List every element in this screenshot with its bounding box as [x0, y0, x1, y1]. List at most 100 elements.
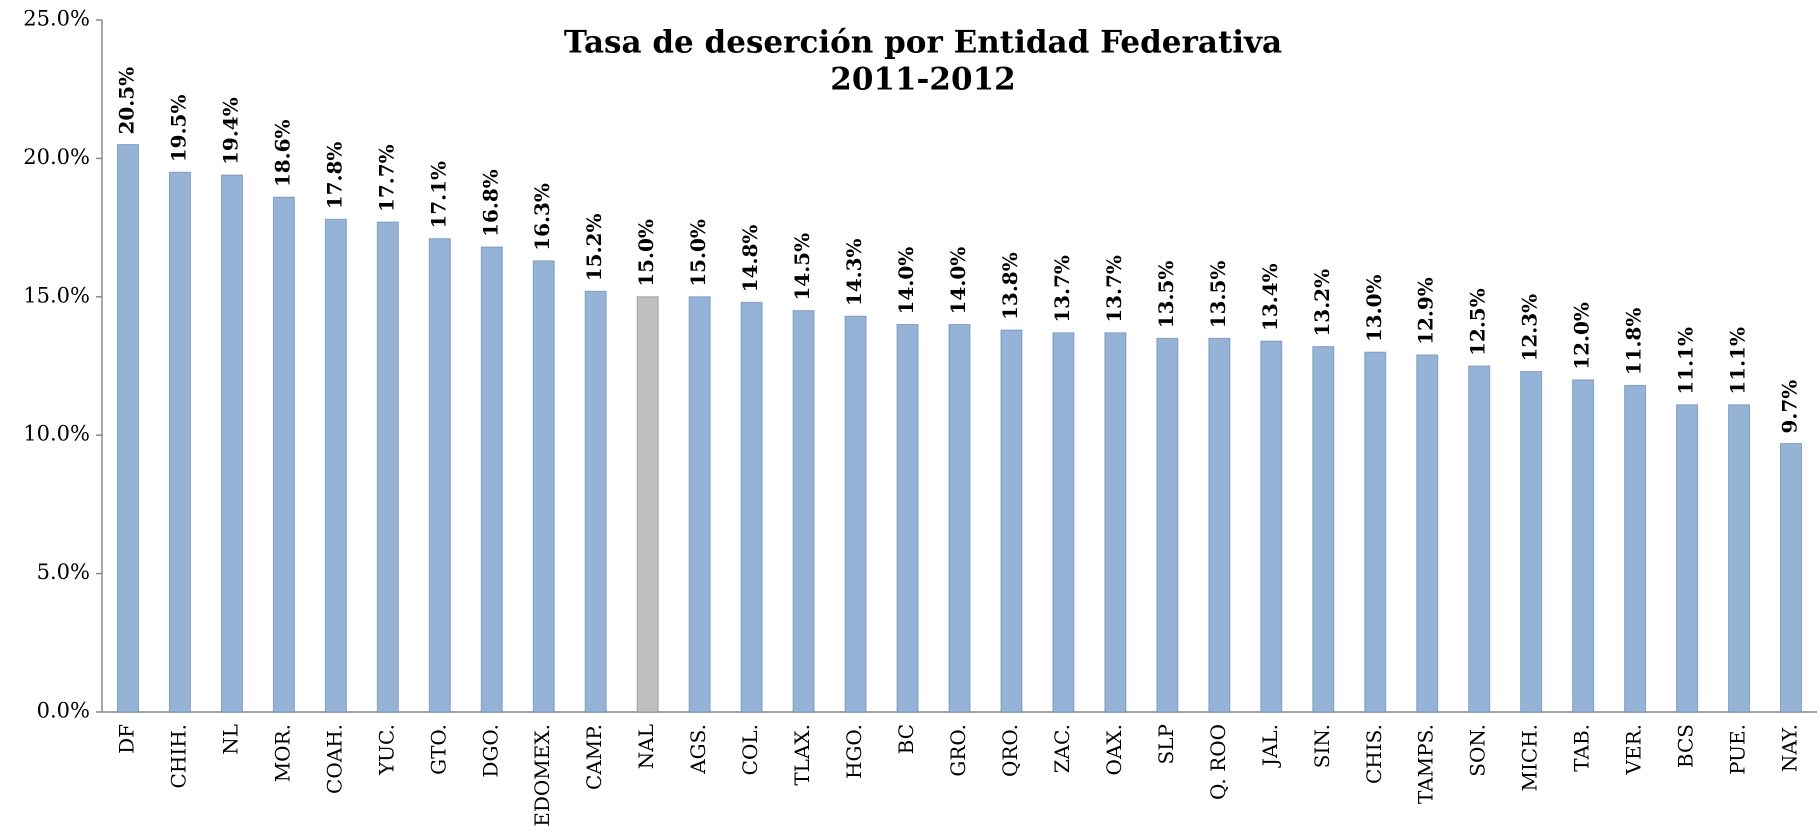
x-tick-label: DF: [114, 724, 138, 754]
bar: [1104, 332, 1127, 713]
x-tick-label: BC: [894, 724, 918, 754]
data-label: 12.0%: [1570, 302, 1594, 370]
bar: [168, 171, 191, 713]
bar: [1208, 337, 1231, 713]
bar: [1156, 337, 1179, 713]
x-tick-label: HGO.: [842, 724, 866, 779]
bar: [636, 296, 659, 713]
bar: [220, 174, 243, 713]
chart-subtitle: 2011-2012: [830, 62, 1015, 98]
data-label: 12.5%: [1466, 288, 1490, 356]
chart-title: Tasa de deserción por Entidad Federativa: [564, 25, 1282, 61]
y-tick-label: 25.0%: [23, 7, 90, 31]
data-label: 14.8%: [738, 225, 762, 293]
x-tick-label: GTO.: [426, 724, 450, 775]
y-tick-label: 15.0%: [23, 283, 90, 307]
x-tick-label: SLP: [1154, 724, 1178, 764]
x-tick-label: COL.: [738, 724, 762, 775]
bar: [1676, 404, 1699, 713]
data-label: 13.5%: [1206, 261, 1230, 329]
data-label: 9.7%: [1778, 380, 1802, 434]
x-tick-label: BCS: [1674, 724, 1698, 768]
bar: [1780, 443, 1803, 713]
data-label: 17.1%: [426, 161, 450, 229]
x-tick-label: ZAC.: [1050, 724, 1074, 773]
bar: [532, 260, 555, 713]
x-tick-label: QRO.: [998, 724, 1022, 777]
x-tick-label: SIN.: [1310, 724, 1334, 768]
bar: [1416, 354, 1439, 713]
x-tick-label: NAY.: [1778, 724, 1802, 772]
bar: [584, 290, 607, 713]
bar: [792, 310, 815, 713]
x-tick-label: TAB.: [1570, 724, 1594, 772]
bar: [1572, 379, 1595, 713]
x-tick-label: TLAX.: [790, 724, 814, 786]
bar: [324, 218, 347, 713]
x-tick-label: COAH.: [322, 724, 346, 794]
bar: [844, 315, 867, 713]
data-label: 13.7%: [1050, 255, 1074, 323]
data-label: 16.8%: [478, 169, 502, 237]
x-tick-label: YUC.: [374, 724, 398, 776]
x-tick-label: CAMP.: [582, 724, 606, 790]
data-label: 18.6%: [270, 119, 294, 187]
x-tick-label: SON.: [1466, 724, 1490, 777]
bar: [896, 323, 919, 713]
y-tick-label: 20.0%: [23, 145, 90, 169]
data-label: 16.3%: [530, 183, 554, 251]
x-tick-label: CHIH.: [166, 724, 190, 788]
bar: [740, 301, 763, 713]
x-tick-label: AGS.: [686, 724, 710, 775]
x-tick-label: CHIS.: [1362, 724, 1386, 784]
data-label: 17.8%: [322, 142, 346, 210]
data-label: 19.5%: [166, 95, 190, 163]
x-tick-label: TAMPS.: [1414, 724, 1438, 804]
bar: [376, 221, 399, 713]
data-label: 13.0%: [1362, 274, 1386, 342]
bar: [1364, 351, 1387, 713]
data-label: 14.5%: [790, 233, 814, 301]
bar: [272, 196, 295, 713]
bar: [1312, 346, 1335, 713]
x-tick-label: GRO.: [946, 724, 970, 777]
x-tick-label: NL: [218, 724, 242, 755]
data-label: 14.0%: [946, 247, 970, 315]
data-label: 15.0%: [686, 219, 710, 287]
bar: [948, 323, 971, 713]
x-tick-label: DGO.: [478, 724, 502, 778]
data-label: 12.3%: [1518, 294, 1542, 362]
bar: [1052, 332, 1075, 713]
x-tick-label: MICH.: [1518, 724, 1542, 791]
bar: [1468, 365, 1491, 713]
data-label: 15.0%: [634, 219, 658, 287]
data-label: 14.3%: [842, 238, 866, 306]
bar: [116, 144, 139, 713]
x-tick-label: VER.: [1622, 724, 1646, 775]
data-label: 15.2%: [582, 214, 606, 282]
x-tick-label: NAL: [634, 724, 658, 769]
x-tick-label: EDOMEX.: [530, 724, 554, 827]
data-label: 11.1%: [1674, 327, 1698, 395]
data-label: 11.1%: [1726, 327, 1750, 395]
bar: [1624, 384, 1647, 713]
data-label: 13.5%: [1154, 261, 1178, 329]
y-tick-label: 10.0%: [23, 422, 90, 446]
data-label: 13.8%: [998, 252, 1022, 320]
bar: [480, 246, 503, 713]
data-label: 13.7%: [1102, 255, 1126, 323]
bar: [1000, 329, 1023, 713]
data-label: 14.0%: [894, 247, 918, 315]
bar: [1520, 371, 1543, 713]
x-tick-label: OAX.: [1102, 724, 1126, 775]
y-tick-label: 0.0%: [37, 699, 90, 723]
x-tick-label: PUE.: [1726, 724, 1750, 775]
data-label: 11.8%: [1622, 308, 1646, 376]
data-label: 13.2%: [1310, 269, 1334, 337]
data-label: 17.7%: [374, 144, 398, 212]
x-tick-label: Q. ROO: [1206, 724, 1230, 800]
bar: [1260, 340, 1283, 713]
data-label: 20.5%: [114, 67, 138, 135]
y-tick-label: 5.0%: [37, 560, 90, 584]
